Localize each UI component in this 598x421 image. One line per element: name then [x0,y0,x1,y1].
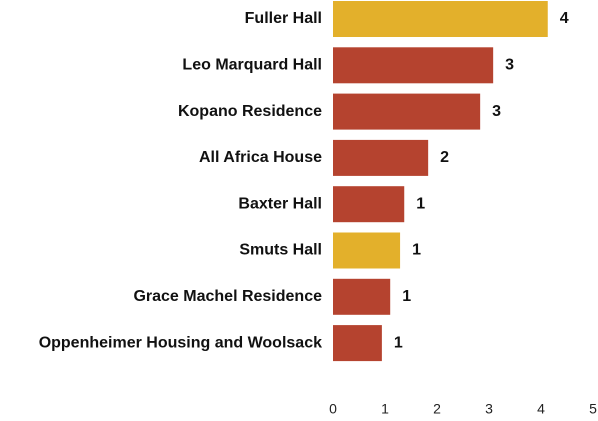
value-label: 1 [416,195,425,212]
bar [333,232,401,269]
value-label: 1 [394,334,403,351]
value-label: 1 [412,242,421,259]
bar [333,325,382,362]
bar [333,139,429,176]
x-tick-label: 5 [589,401,597,417]
x-tick-label: 2 [433,401,441,417]
bar [333,93,481,130]
x-tick-label: 4 [537,401,545,417]
x-tick-label: 0 [329,401,337,417]
category-label: Baxter Hall [238,195,322,212]
bar [333,186,405,223]
value-label: 4 [560,10,569,27]
category-label: Grace Machel Residence [133,288,322,305]
bar [333,278,391,315]
value-label: 3 [492,103,501,120]
x-tick-label: 3 [485,401,493,417]
value-label: 2 [440,149,449,166]
category-label: All Africa House [199,149,322,166]
category-label: Leo Marquard Hall [182,57,322,74]
category-label: Oppenheimer Housing and Woolsack [39,334,322,351]
bar [333,47,494,84]
bar [333,1,548,37]
value-label: 3 [505,57,514,74]
category-label: Fuller Hall [245,10,322,27]
value-label: 1 [402,288,411,305]
category-label: Kopano Residence [178,103,322,120]
x-tick-label: 1 [381,401,389,417]
category-label: Smuts Hall [239,242,322,259]
